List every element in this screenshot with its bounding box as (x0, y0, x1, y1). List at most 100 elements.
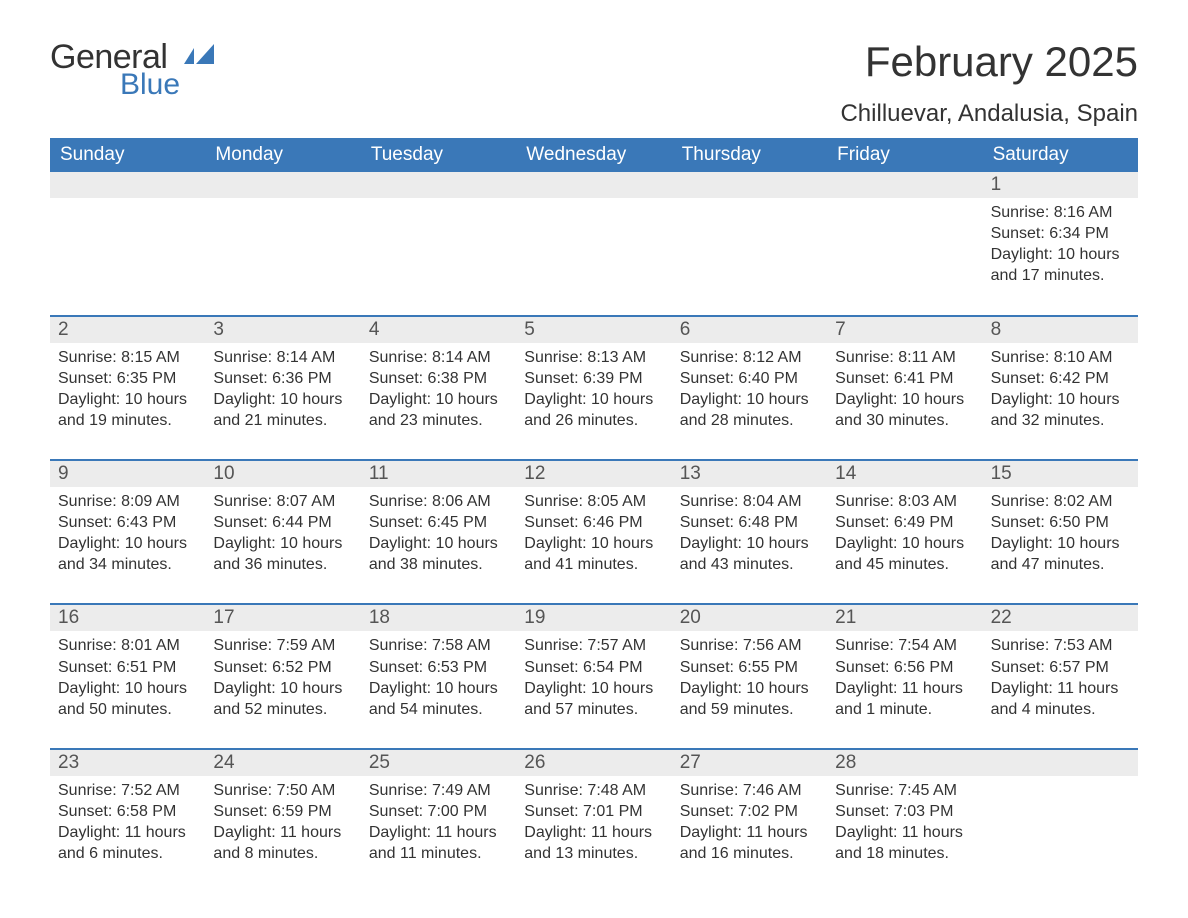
sunrise-line: Sunrise: 8:06 AM (369, 491, 508, 512)
daylight-line: Daylight: 10 hours and 57 minutes. (524, 678, 663, 720)
sunset-line: Sunset: 6:39 PM (524, 368, 663, 389)
calendar-day: 7Sunrise: 8:11 AMSunset: 6:41 PMDaylight… (827, 317, 982, 441)
day-number: 18 (361, 605, 516, 631)
day-number: 24 (205, 750, 360, 776)
calendar-week: 23Sunrise: 7:52 AMSunset: 6:58 PMDayligh… (50, 748, 1138, 874)
sunset-line: Sunset: 6:46 PM (524, 512, 663, 533)
day-info: Sunrise: 7:54 AMSunset: 6:56 PMDaylight:… (835, 635, 974, 719)
day-info: Sunrise: 8:14 AMSunset: 6:36 PMDaylight:… (213, 347, 352, 431)
day-info: Sunrise: 7:46 AMSunset: 7:02 PMDaylight:… (680, 780, 819, 864)
calendar-day-empty (50, 172, 205, 296)
daylight-line: Daylight: 10 hours and 26 minutes. (524, 389, 663, 431)
logo-text-block: General Blue (50, 40, 180, 100)
day-info: Sunrise: 8:10 AMSunset: 6:42 PMDaylight:… (991, 347, 1130, 431)
calendar-day: 5 Sunrise: 8:13 AMSunset: 6:39 PMDaylight… (516, 317, 671, 441)
calendar-day: 8Sunrise: 8:10 AMSunset: 6:42 PMDaylight… (983, 317, 1138, 441)
sunset-line: Sunset: 6:34 PM (991, 223, 1130, 244)
location-subtitle: Chilluevar, Andalusia, Spain (840, 100, 1138, 128)
day-info: Sunrise: 8:13 AMSunset: 6:39 PMDaylight:… (524, 347, 663, 431)
day-number: 10 (205, 461, 360, 487)
calendar-day-empty (205, 172, 360, 296)
calendar-day: 9Sunrise: 8:09 AMSunset: 6:43 PMDaylight… (50, 461, 205, 585)
sunrise-line: Sunrise: 7:59 AM (213, 635, 352, 656)
daylight-line: Daylight: 11 hours and 1 minute. (835, 678, 974, 720)
weekday-header: Friday (827, 138, 982, 172)
sunset-line: Sunset: 6:53 PM (369, 657, 508, 678)
sunrise-line: Sunrise: 8:11 AM (835, 347, 974, 368)
sunrise-line: Sunrise: 8:02 AM (991, 491, 1130, 512)
day-number (361, 172, 516, 198)
calendar-day: 13 Sunrise: 8:04 AMSunset: 6:48 PMDayligh… (672, 461, 827, 585)
daylight-line: Daylight: 10 hours and 41 minutes. (524, 533, 663, 575)
calendar-day: 17Sunrise: 7:59 AMSunset: 6:52 PMDayligh… (205, 605, 360, 729)
calendar-day-empty (361, 172, 516, 296)
calendar-week: 1Sunrise: 8:16 AMSunset: 6:34 PMDaylight… (50, 172, 1138, 296)
header: General Blue February 2025 Chilluevar, A… (50, 40, 1138, 128)
daylight-line: Daylight: 10 hours and 47 minutes. (991, 533, 1130, 575)
day-info: Sunrise: 7:45 AMSunset: 7:03 PMDaylight:… (835, 780, 974, 864)
daylight-line: Daylight: 10 hours and 23 minutes. (369, 389, 508, 431)
page-title: February 2025 (840, 40, 1138, 84)
sunset-line: Sunset: 6:40 PM (680, 368, 819, 389)
calendar-day: 12 Sunrise: 8:05 AMSunset: 6:46 PMDayligh… (516, 461, 671, 585)
sunset-line: Sunset: 6:43 PM (58, 512, 197, 533)
day-number: 4 (361, 317, 516, 343)
day-info: Sunrise: 8:02 AMSunset: 6:50 PMDaylight:… (991, 491, 1130, 575)
sunset-line: Sunset: 7:03 PM (835, 801, 974, 822)
daylight-line: Daylight: 10 hours and 45 minutes. (835, 533, 974, 575)
sunrise-line: Sunrise: 8:05 AM (524, 491, 663, 512)
sunset-line: Sunset: 6:36 PM (213, 368, 352, 389)
calendar-day: 1Sunrise: 8:16 AMSunset: 6:34 PMDaylight… (983, 172, 1138, 296)
day-number: 3 (205, 317, 360, 343)
day-number: 13 (672, 461, 827, 487)
day-info: Sunrise: 7:48 AMSunset: 7:01 PMDaylight:… (524, 780, 663, 864)
daylight-line: Daylight: 10 hours and 36 minutes. (213, 533, 352, 575)
calendar-week: 16Sunrise: 8:01 AMSunset: 6:51 PMDayligh… (50, 603, 1138, 729)
sunset-line: Sunset: 6:56 PM (835, 657, 974, 678)
daylight-line: Daylight: 10 hours and 54 minutes. (369, 678, 508, 720)
day-number: 12 (516, 461, 671, 487)
day-number: 1 (983, 172, 1138, 198)
sunrise-line: Sunrise: 8:12 AM (680, 347, 819, 368)
day-info: Sunrise: 7:50 AMSunset: 6:59 PMDaylight:… (213, 780, 352, 864)
day-number: 23 (50, 750, 205, 776)
day-number: 9 (50, 461, 205, 487)
day-number: 15 (983, 461, 1138, 487)
sunset-line: Sunset: 6:49 PM (835, 512, 974, 533)
sunset-line: Sunset: 6:48 PM (680, 512, 819, 533)
daylight-line: Daylight: 10 hours and 52 minutes. (213, 678, 352, 720)
calendar-day: 15 Sunrise: 8:02 AMSunset: 6:50 PMDayligh… (983, 461, 1138, 585)
day-number (50, 172, 205, 198)
calendar-day: 10Sunrise: 8:07 AMSunset: 6:44 PMDayligh… (205, 461, 360, 585)
day-number: 7 (827, 317, 982, 343)
sunset-line: Sunset: 6:50 PM (991, 512, 1130, 533)
sunset-line: Sunset: 6:55 PM (680, 657, 819, 678)
sunrise-line: Sunrise: 8:10 AM (991, 347, 1130, 368)
calendar-day: 6Sunrise: 8:12 AMSunset: 6:40 PMDaylight… (672, 317, 827, 441)
calendar-week: 9Sunrise: 8:09 AMSunset: 6:43 PMDaylight… (50, 459, 1138, 585)
day-info: Sunrise: 7:56 AMSunset: 6:55 PMDaylight:… (680, 635, 819, 719)
sunrise-line: Sunrise: 8:04 AM (680, 491, 819, 512)
calendar-week: 2Sunrise: 8:15 AMSunset: 6:35 PMDaylight… (50, 315, 1138, 441)
day-number: 14 (827, 461, 982, 487)
calendar-day-empty (827, 172, 982, 296)
calendar-day: 22Sunrise: 7:53 AMSunset: 6:57 PMDayligh… (983, 605, 1138, 729)
day-number: 5 (516, 317, 671, 343)
daylight-line: Daylight: 11 hours and 8 minutes. (213, 822, 352, 864)
daylight-line: Daylight: 10 hours and 43 minutes. (680, 533, 819, 575)
weekday-header: Tuesday (361, 138, 516, 172)
day-number: 11 (361, 461, 516, 487)
calendar-day: 28Sunrise: 7:45 AMSunset: 7:03 PMDayligh… (827, 750, 982, 874)
calendar-day: 14Sunrise: 8:03 AMSunset: 6:49 PMDayligh… (827, 461, 982, 585)
sunset-line: Sunset: 6:58 PM (58, 801, 197, 822)
sunrise-line: Sunrise: 7:50 AM (213, 780, 352, 801)
daylight-line: Daylight: 10 hours and 59 minutes. (680, 678, 819, 720)
day-number (205, 172, 360, 198)
sunset-line: Sunset: 7:02 PM (680, 801, 819, 822)
logo: General Blue (50, 40, 218, 100)
day-number: 19 (516, 605, 671, 631)
day-number: 22 (983, 605, 1138, 631)
day-number: 17 (205, 605, 360, 631)
day-number (827, 172, 982, 198)
day-info: Sunrise: 8:14 AMSunset: 6:38 PMDaylight:… (369, 347, 508, 431)
